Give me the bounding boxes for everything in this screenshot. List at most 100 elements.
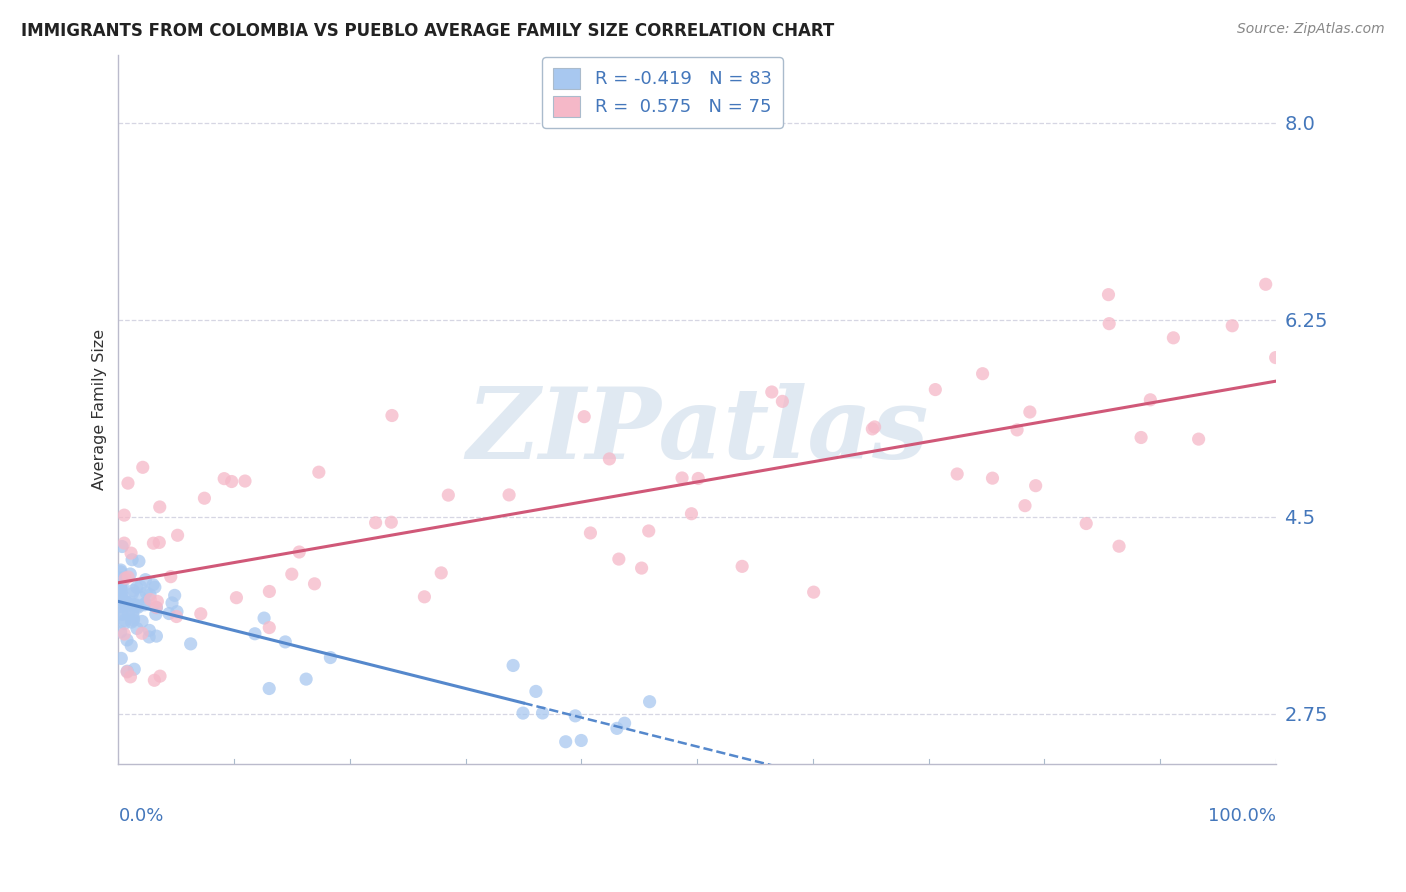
Point (1108, 539, 1130, 553)
Point (531, 706, 554, 720)
Point (731, 559, 754, 574)
Point (212, 472, 235, 486)
Point (114, 598, 136, 612)
Point (1130, 430, 1153, 444)
Point (121, 586, 143, 600)
Point (946, 467, 969, 481)
Point (110, 571, 132, 585)
Point (630, 561, 652, 575)
Point (121, 607, 143, 621)
Point (166, 609, 188, 624)
Point (1014, 499, 1036, 513)
Point (143, 580, 166, 594)
Point (381, 409, 404, 423)
Point (1025, 478, 1047, 492)
Point (860, 422, 883, 436)
Point (770, 394, 793, 409)
Point (524, 684, 547, 698)
Point (1220, 318, 1243, 333)
Point (606, 722, 628, 736)
Point (145, 607, 167, 622)
Point (146, 594, 169, 608)
Point (1139, 392, 1161, 407)
Point (502, 658, 524, 673)
Point (142, 536, 165, 550)
Point (613, 716, 636, 731)
Point (688, 471, 710, 485)
Point (180, 637, 202, 651)
Point (138, 624, 160, 638)
Point (319, 650, 342, 665)
Point (380, 515, 402, 529)
Point (127, 599, 149, 614)
Point (115, 664, 138, 678)
Point (637, 524, 659, 538)
Point (166, 528, 188, 542)
Point (110, 582, 132, 596)
Point (924, 383, 946, 397)
Point (131, 626, 153, 640)
Point (112, 627, 135, 641)
Point (110, 563, 132, 577)
Point (554, 735, 576, 749)
Point (193, 491, 215, 506)
Point (145, 600, 167, 615)
Point (110, 579, 132, 593)
Point (1076, 516, 1098, 531)
Point (122, 598, 145, 612)
Point (132, 460, 155, 475)
Point (110, 607, 132, 621)
Point (112, 594, 135, 608)
Point (304, 577, 326, 591)
Point (131, 615, 153, 629)
Point (138, 630, 160, 644)
Point (607, 552, 630, 566)
Point (281, 567, 304, 582)
Point (134, 596, 156, 610)
Point (112, 508, 135, 523)
Point (135, 585, 157, 599)
Point (159, 570, 181, 584)
Point (128, 554, 150, 568)
Point (259, 621, 281, 635)
Point (110, 565, 132, 579)
Point (569, 733, 592, 747)
Point (115, 665, 138, 679)
Point (233, 474, 256, 488)
Point (110, 581, 132, 595)
Point (112, 536, 135, 550)
Point (1097, 287, 1119, 301)
Point (364, 516, 387, 530)
Point (122, 610, 145, 624)
Point (257, 681, 280, 696)
Point (225, 591, 247, 605)
Point (498, 488, 520, 502)
Point (681, 507, 703, 521)
Point (117, 570, 139, 584)
Point (110, 586, 132, 600)
Point (134, 598, 156, 612)
Point (127, 600, 149, 615)
Point (125, 598, 148, 612)
Point (139, 592, 162, 607)
Point (671, 471, 693, 485)
Point (1264, 351, 1286, 365)
Point (115, 595, 138, 609)
Point (110, 624, 132, 639)
Point (125, 581, 148, 595)
Y-axis label: Average Family Size: Average Family Size (93, 329, 107, 491)
Point (259, 584, 281, 599)
Legend: R = -0.419   N = 83, R =  0.575   N = 75: R = -0.419 N = 83, R = 0.575 N = 75 (543, 57, 783, 128)
Point (110, 594, 132, 608)
Point (110, 589, 132, 603)
Point (160, 596, 183, 610)
Text: IMMIGRANTS FROM COLOMBIA VS PUEBLO AVERAGE FAMILY SIZE CORRELATION CHART: IMMIGRANTS FROM COLOMBIA VS PUEBLO AVERA… (21, 22, 834, 40)
Point (981, 471, 1004, 485)
Point (125, 622, 148, 636)
Point (110, 575, 132, 590)
Point (579, 526, 602, 541)
Point (1018, 405, 1040, 419)
Point (142, 577, 165, 591)
Point (295, 672, 318, 686)
Point (111, 578, 134, 592)
